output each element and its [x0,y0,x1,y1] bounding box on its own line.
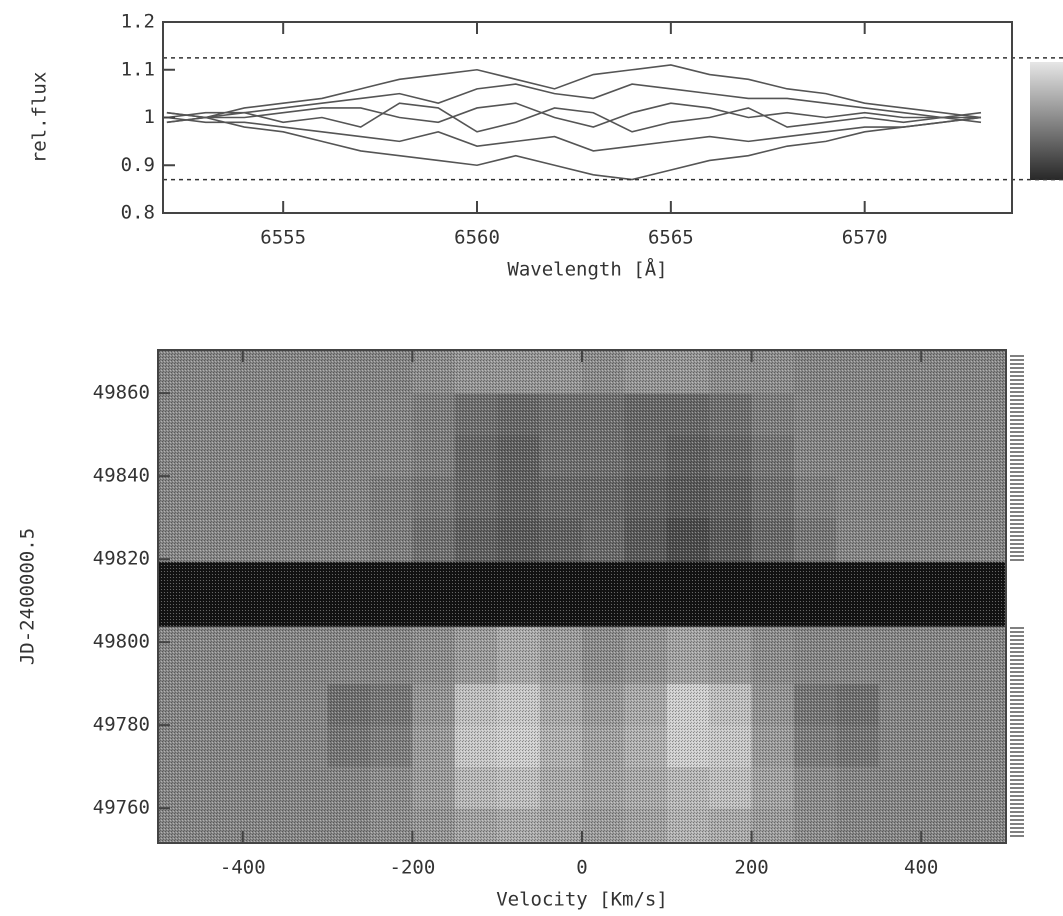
x-axis-title: Wavelength [Å] [507,258,667,281]
x-tick-label: 400 [904,857,938,879]
y-axis-title: JD-2400000.5 [17,528,39,665]
x-axis-title: Velocity [Km/s] [496,889,668,911]
spectrum-line [166,116,982,152]
x-tick-label: -200 [390,857,436,879]
y-tick-label: 49820 [93,548,150,570]
spectrum-line [166,102,982,133]
y-tick-label: 49780 [93,714,150,736]
y-tick-label: 0.8 [121,202,155,224]
y-tick-label: 1.1 [121,58,155,80]
y-axis-title: rel.flux [29,72,51,164]
grayscale-bar [1030,62,1063,180]
x-tick-label: 6570 [842,227,888,249]
y-tick-label: 0.9 [121,154,155,176]
dither-texture [158,350,1006,843]
plot-frame [162,21,1013,214]
spectrum-line [166,102,982,128]
spectrum-line [166,64,982,119]
y-tick-label: 49860 [93,382,150,404]
y-tick-label: 1.2 [121,11,155,33]
spectrum-line [166,116,982,181]
y-tick-label: 49760 [93,797,150,819]
x-tick-label: -400 [220,857,266,879]
x-tick-label: 0 [576,857,587,879]
x-tick-label: 200 [734,857,768,879]
y-tick-label: 49840 [93,465,150,487]
y-tick-label: 1 [144,106,155,128]
x-tick-label: 6565 [648,227,694,249]
y-tick-label: 49800 [93,631,150,653]
x-tick-label: 6555 [260,227,306,249]
spectrum-line [166,83,981,119]
x-tick-label: 6560 [454,227,500,249]
